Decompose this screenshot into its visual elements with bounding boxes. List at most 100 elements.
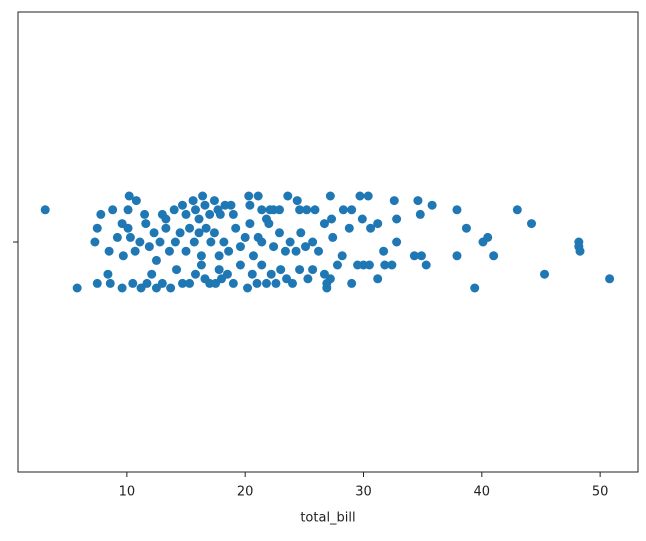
point — [92, 223, 102, 233]
point — [228, 209, 238, 219]
point — [512, 205, 522, 215]
point — [135, 237, 145, 247]
point — [117, 283, 127, 293]
point — [157, 278, 167, 288]
point — [196, 251, 206, 261]
point — [155, 237, 165, 247]
point — [366, 223, 376, 233]
point — [327, 214, 337, 224]
point — [389, 196, 399, 206]
point — [245, 200, 255, 210]
point — [90, 237, 100, 247]
point — [205, 209, 215, 219]
x-axis-label: total_bill — [300, 511, 355, 526]
point — [144, 242, 154, 252]
point — [244, 191, 254, 201]
x-tick-label: 30 — [355, 485, 372, 500]
point — [344, 223, 354, 233]
point — [338, 205, 348, 215]
point — [252, 278, 262, 288]
point — [355, 191, 365, 201]
point — [190, 205, 200, 215]
point — [292, 196, 302, 206]
point — [276, 265, 286, 275]
point — [337, 251, 347, 261]
point — [194, 214, 204, 224]
point — [131, 196, 141, 206]
point — [332, 260, 342, 270]
point — [209, 228, 219, 238]
point — [164, 246, 174, 256]
x-tick-label: 20 — [237, 485, 254, 500]
point — [177, 200, 187, 210]
point — [387, 260, 397, 270]
point — [257, 237, 267, 247]
point — [415, 209, 425, 219]
point — [147, 269, 157, 279]
point — [196, 260, 206, 270]
point — [416, 251, 426, 261]
point — [357, 214, 367, 224]
point — [353, 260, 363, 270]
point — [308, 237, 318, 247]
point — [240, 232, 250, 242]
point — [295, 205, 305, 215]
point — [247, 269, 257, 279]
point — [266, 269, 276, 279]
point — [128, 278, 138, 288]
point — [461, 223, 471, 233]
point — [189, 237, 199, 247]
point — [177, 278, 187, 288]
point — [364, 260, 374, 270]
point — [243, 283, 253, 293]
point — [248, 251, 258, 261]
point — [96, 209, 106, 219]
point — [322, 283, 332, 293]
point — [392, 237, 402, 247]
point — [308, 265, 318, 275]
point — [421, 260, 431, 270]
point — [194, 228, 204, 238]
plot-frame — [17, 11, 639, 473]
point — [166, 283, 176, 293]
point — [140, 209, 150, 219]
point — [302, 205, 312, 215]
point — [452, 251, 462, 261]
point — [274, 228, 284, 238]
point — [104, 246, 114, 256]
point — [215, 209, 225, 219]
point — [452, 205, 462, 215]
point — [280, 246, 290, 256]
point — [325, 191, 335, 201]
x-tick-label: 40 — [474, 485, 491, 500]
point — [92, 278, 102, 288]
point — [291, 246, 301, 256]
point — [149, 228, 159, 238]
point — [413, 196, 423, 206]
point — [470, 283, 480, 293]
point — [214, 251, 224, 261]
point — [257, 205, 267, 215]
point — [269, 242, 279, 252]
point — [379, 246, 389, 256]
point — [540, 269, 550, 279]
point — [328, 232, 338, 242]
point — [222, 269, 232, 279]
point — [575, 246, 585, 256]
point — [605, 274, 615, 284]
point — [235, 242, 245, 252]
point — [296, 228, 306, 238]
point — [489, 251, 499, 261]
point — [228, 278, 238, 288]
point — [118, 251, 128, 261]
point — [380, 260, 390, 270]
point — [185, 223, 195, 233]
point — [105, 278, 115, 288]
point — [214, 265, 224, 275]
point — [151, 255, 161, 265]
point — [310, 205, 320, 215]
point — [271, 278, 281, 288]
point — [188, 196, 198, 206]
point — [185, 278, 195, 288]
point — [257, 260, 267, 270]
